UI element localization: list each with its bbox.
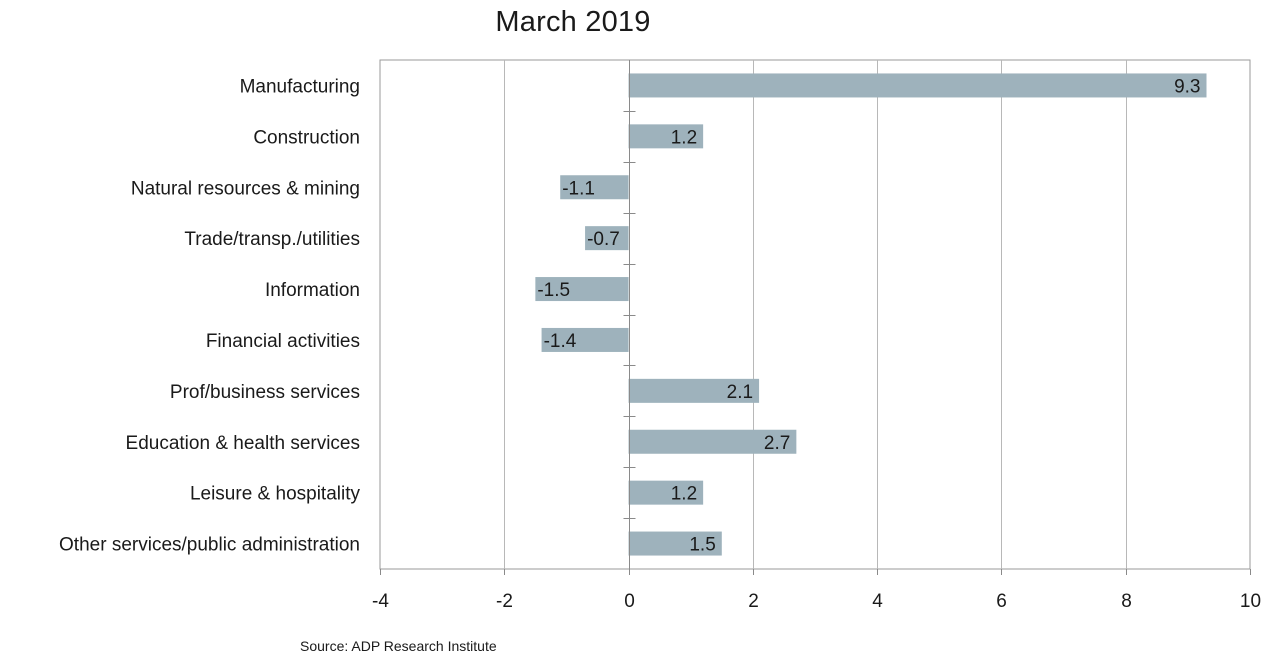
data-label: 2.1	[727, 382, 753, 403]
category-label: Trade/transp./utilities	[184, 229, 360, 250]
source-note: Source: ADP Research Institute	[300, 638, 497, 654]
category-label: Information	[265, 280, 360, 301]
data-label: 2.7	[764, 433, 790, 454]
x-tick-label: 4	[872, 591, 883, 612]
data-label: 9.3	[1174, 76, 1200, 97]
labels: -4 -2 0 2 4 6 8 10 Manufacturing Construction Natu…	[59, 76, 1261, 612]
x-tick-label: 8	[1121, 591, 1132, 612]
category-label: Construction	[253, 127, 360, 148]
category-label: Financial activities	[206, 331, 360, 352]
chart-title: March 2019	[495, 6, 651, 38]
plot-frame	[379, 59, 1251, 570]
data-label: -0.7	[587, 229, 620, 250]
x-tick-label: 0	[624, 591, 635, 612]
x-tick-label: 10	[1240, 591, 1261, 612]
category-label: Leisure & hospitality	[190, 484, 361, 505]
category-label: Other services/public administration	[59, 535, 360, 556]
bars	[535, 73, 1207, 556]
bar	[535, 277, 629, 302]
category-label: Natural resources & mining	[131, 178, 360, 199]
data-label: 1.5	[689, 535, 715, 556]
grid-lines	[379, 59, 1251, 570]
data-label: -1.5	[537, 280, 570, 301]
bar	[628, 480, 704, 505]
bar	[628, 124, 704, 149]
axes	[380, 60, 1251, 575]
x-tick-label: -4	[372, 591, 389, 612]
category-label: Manufacturing	[240, 76, 360, 97]
x-tick-label: 2	[748, 591, 759, 612]
bar	[585, 226, 629, 251]
bar	[628, 73, 1207, 98]
data-label: -1.1	[562, 178, 595, 199]
category-label: Prof/business services	[170, 382, 360, 403]
data-label: 1.2	[671, 484, 697, 505]
bar	[560, 175, 629, 200]
x-tick-label: 6	[996, 591, 1007, 612]
bar	[628, 429, 797, 454]
data-label: -1.4	[544, 331, 577, 352]
bar	[628, 531, 722, 556]
category-label: Education & health services	[126, 433, 360, 454]
x-tick-label: -2	[496, 591, 513, 612]
data-label: 1.2	[671, 127, 697, 148]
bar	[628, 378, 760, 403]
bar	[541, 327, 629, 352]
